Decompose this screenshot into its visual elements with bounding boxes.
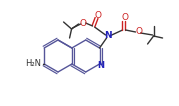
Text: O: O [121, 13, 128, 22]
Text: N: N [104, 31, 111, 40]
Text: O: O [135, 27, 142, 36]
Text: N: N [97, 61, 104, 70]
Text: O: O [94, 10, 101, 20]
Text: O: O [79, 19, 86, 27]
Text: H₂N: H₂N [25, 59, 41, 68]
